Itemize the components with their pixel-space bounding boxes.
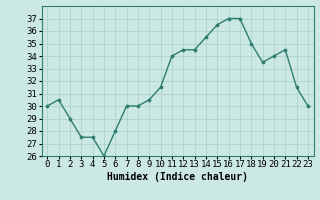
X-axis label: Humidex (Indice chaleur): Humidex (Indice chaleur)	[107, 172, 248, 182]
